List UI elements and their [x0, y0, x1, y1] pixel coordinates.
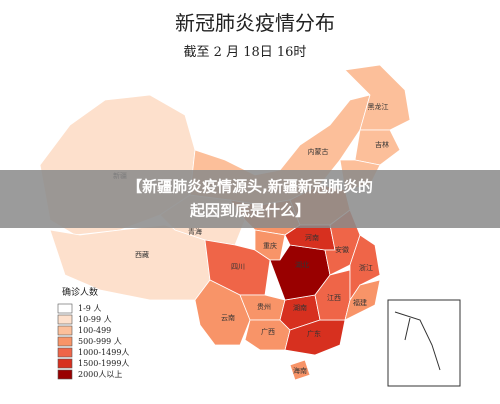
legend-label: 1-9 人 — [78, 304, 101, 313]
legend-swatch — [57, 347, 73, 358]
legend: 1-9 人 10-99 人 100-499 500-999 人 1000-1499人 15… — [57, 303, 129, 380]
legend-swatch — [57, 336, 73, 347]
legend-label: 500-999 人 — [78, 337, 122, 346]
province-label: 黑龙江 — [368, 102, 389, 111]
province-label: 四川 — [231, 263, 245, 271]
zhejiang — [349, 234, 381, 302]
province-label: 青海 — [188, 227, 202, 236]
banner — [0, 170, 500, 228]
legend-swatch — [57, 325, 73, 336]
inset-box — [387, 299, 461, 387]
legend-swatch — [57, 303, 73, 314]
subtitle: 截至 2 月 18日 16时 — [184, 45, 307, 60]
province-label: 内蒙古 — [308, 147, 329, 156]
province-label: 重庆 — [263, 241, 277, 250]
province-label: 云南 — [221, 313, 235, 322]
province-label: 广西 — [261, 327, 275, 336]
legend-label: 2000人以上 — [78, 370, 122, 379]
heilongjiang — [344, 64, 411, 131]
fujian — [344, 279, 381, 321]
legend-swatch — [57, 314, 73, 325]
legend-label: 1500-1999人 — [78, 359, 129, 368]
jilin — [354, 129, 401, 166]
province-label: 安徽 — [335, 245, 349, 254]
title: 新冠肺炎疫情分布 — [175, 11, 335, 35]
legend-title: 确诊人数 — [62, 286, 98, 298]
legend-swatch — [57, 369, 73, 380]
legend-swatch — [57, 358, 73, 369]
province-label: 福建 — [353, 298, 367, 307]
province-label: 河南 — [305, 233, 319, 242]
hainan — [289, 359, 311, 381]
inset-sea — [394, 311, 441, 371]
province-label: 吉林 — [375, 140, 389, 149]
province-label: 海南 — [293, 366, 307, 375]
province-label: 广东 — [307, 329, 321, 338]
province-label: 西藏 — [135, 250, 149, 259]
legend-label: 100-499 — [78, 326, 111, 335]
province-label: 湖北 — [295, 260, 309, 269]
province-label: 浙江 — [359, 263, 373, 272]
legend-label: 1000-1499人 — [78, 348, 129, 357]
yunnan — [194, 279, 251, 346]
province-label: 贵州 — [257, 302, 271, 311]
province-label: 湖南 — [293, 303, 307, 312]
province-label: 江西 — [327, 294, 341, 302]
legend-label: 10-99 人 — [78, 315, 112, 324]
banner-text: 【新疆肺炎疫情源头,新疆新冠肺炎的 — [127, 178, 373, 196]
banner-text: 起因到底是什么】 — [189, 202, 310, 220]
